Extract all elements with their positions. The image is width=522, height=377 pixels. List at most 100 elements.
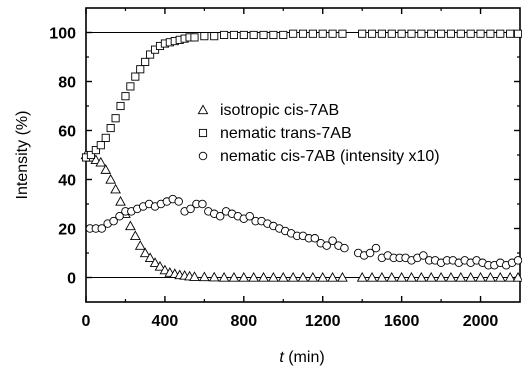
legend-label-isotropic-cis: isotropic cis-7AB (220, 102, 339, 119)
data-point (210, 32, 219, 41)
data-point (136, 65, 145, 74)
y-tick-label: 80 (58, 75, 76, 92)
data-point (258, 271, 269, 282)
data-point (129, 230, 141, 240)
data-point (419, 251, 428, 260)
data-point (475, 271, 486, 282)
data-point (186, 204, 195, 214)
data-point (146, 50, 155, 59)
data-point (337, 271, 348, 282)
data-point (397, 29, 406, 38)
data-point (208, 271, 220, 282)
data-point (90, 154, 102, 165)
data-point (198, 199, 207, 209)
data-point (97, 224, 107, 233)
data-point (317, 271, 329, 282)
data-point (298, 29, 308, 38)
data-point (125, 220, 136, 231)
data-point (139, 247, 151, 258)
data-point (318, 29, 327, 38)
y-tick-label: 60 (58, 124, 76, 141)
data-point (367, 29, 377, 38)
series-triangle (80, 149, 522, 282)
data-point (115, 211, 124, 221)
data-point (358, 29, 367, 38)
legend: isotropic cis-7AB nematic trans-7AB nema… (197, 102, 440, 165)
data-point (238, 271, 250, 282)
data-point (310, 234, 320, 243)
data-point (486, 29, 495, 38)
data-point (154, 260, 166, 271)
data-point (96, 141, 105, 150)
data-point (144, 252, 156, 263)
data-point (116, 101, 125, 111)
legend-label-nematic-cis: nematic cis-7AB (intensity x10) (220, 148, 440, 165)
data-point (476, 29, 485, 38)
data-point (435, 271, 447, 282)
data-point (121, 92, 130, 101)
x-tick-label: 1200 (305, 313, 341, 330)
data-point (218, 271, 230, 282)
x-axis-variable: t (279, 349, 284, 366)
data-point (198, 271, 210, 282)
data-point (387, 29, 396, 38)
data-point (456, 29, 465, 38)
data-point (485, 271, 496, 282)
data-point (95, 156, 107, 167)
legend-symbol (198, 151, 208, 161)
data-point (220, 30, 229, 40)
legend-marker-triangle (197, 104, 209, 115)
data-point (277, 271, 289, 282)
y-tick-label: 20 (58, 222, 76, 239)
data-point (111, 114, 120, 123)
data-point (215, 211, 225, 221)
data-point (513, 256, 522, 265)
data-point (229, 30, 239, 40)
data-point (496, 29, 505, 38)
data-point (465, 271, 477, 282)
series-circle (85, 194, 522, 270)
x-axis-title: t (min) (279, 349, 324, 366)
data-point (297, 271, 309, 282)
data-point (86, 150, 95, 160)
data-point (406, 271, 417, 282)
data-point (101, 133, 110, 142)
data-point (248, 271, 260, 282)
data-point (327, 271, 338, 282)
data-point (455, 271, 467, 282)
data-point (366, 271, 378, 282)
y-tick-label: 40 (58, 173, 76, 190)
legend-entry-isotropic-cis: isotropic cis-7AB (197, 102, 339, 119)
x-tick-label: 800 (230, 313, 257, 330)
data-point (279, 30, 288, 40)
x-tick-label: 2000 (463, 313, 499, 330)
data-point (159, 264, 171, 275)
data-point (446, 29, 456, 38)
data-point (141, 57, 150, 66)
data-point (149, 257, 161, 267)
data-point (269, 30, 278, 40)
legend-marker-circle (198, 151, 208, 161)
data-point (268, 271, 279, 282)
data-point (126, 82, 135, 91)
x-axis-unit: (min) (284, 349, 325, 366)
legend-symbol (198, 128, 208, 138)
data-point (287, 271, 299, 282)
data-point (407, 29, 416, 38)
data-point (259, 30, 268, 40)
data-point (415, 271, 427, 282)
data-point (289, 29, 298, 38)
legend-marker-square (198, 128, 208, 138)
data-point (189, 271, 200, 281)
data-point (417, 29, 426, 38)
data-point (338, 29, 347, 38)
data-point (396, 271, 408, 282)
data-point (105, 173, 117, 184)
data-marks (80, 29, 522, 282)
data-point (506, 29, 515, 38)
data-point (328, 29, 337, 38)
data-point (228, 271, 240, 282)
data-point (376, 271, 388, 282)
data-point (377, 29, 386, 38)
data-point (504, 271, 516, 282)
